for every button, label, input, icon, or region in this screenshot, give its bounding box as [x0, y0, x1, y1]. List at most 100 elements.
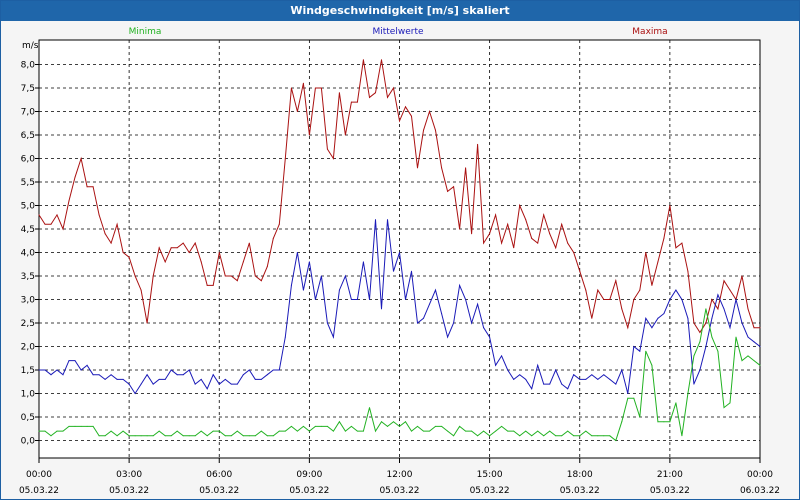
- data-point-mean: [681, 299, 683, 300]
- data-point-min: [218, 430, 220, 432]
- data-point-mean: [507, 369, 509, 371]
- data-point-mean: [753, 341, 755, 343]
- data-point-mean: [254, 378, 256, 380]
- data-point-min: [122, 430, 124, 432]
- data-point-max: [242, 261, 244, 263]
- data-point-min: [555, 435, 557, 437]
- data-point-mean: [465, 299, 467, 300]
- data-point-max: [296, 111, 298, 112]
- data-point-mean: [543, 383, 545, 385]
- data-point-max: [338, 92, 340, 94]
- x-tick-time: 18:00: [567, 470, 593, 480]
- data-point-min: [86, 425, 88, 427]
- data-point-min: [507, 430, 509, 432]
- data-point-min: [609, 435, 611, 437]
- data-point-max: [495, 214, 497, 216]
- data-point-mean: [56, 369, 58, 371]
- data-point-min: [435, 425, 436, 427]
- y-tick-label: 0,5: [21, 413, 35, 423]
- data-point-mean: [314, 299, 316, 300]
- data-point-min: [158, 430, 160, 432]
- data-point-max: [699, 331, 701, 333]
- data-point-mean: [128, 383, 130, 385]
- data-point-max: [369, 96, 370, 98]
- data-point-mean: [140, 383, 142, 385]
- data-point-min: [543, 435, 545, 437]
- data-point-min: [296, 430, 298, 432]
- x-tick-time: 12:00: [387, 470, 413, 480]
- data-point-mean: [459, 284, 461, 286]
- data-point-mean: [152, 383, 154, 385]
- x-tick-date: 05.03.22: [109, 486, 149, 496]
- data-point-max: [759, 327, 761, 329]
- data-point-mean: [272, 369, 274, 371]
- x-tick-time: 21:00: [657, 470, 683, 480]
- data-point-mean: [663, 313, 665, 315]
- data-point-min: [717, 350, 719, 352]
- data-point-min: [705, 308, 707, 310]
- data-point-mean: [302, 289, 304, 291]
- data-point-mean: [561, 383, 563, 385]
- data-point-mean: [591, 374, 593, 376]
- data-point-min: [735, 336, 737, 338]
- data-point-min: [579, 435, 581, 437]
- data-point-max: [140, 289, 142, 291]
- data-point-min: [699, 341, 701, 343]
- data-point-mean: [92, 374, 94, 376]
- data-point-mean: [110, 374, 112, 376]
- data-point-min: [236, 430, 238, 432]
- data-point-min: [266, 435, 268, 437]
- data-point-max: [356, 101, 358, 103]
- data-point-min: [645, 350, 647, 352]
- data-point-min: [381, 421, 382, 423]
- data-point-mean: [248, 369, 250, 371]
- data-point-min: [465, 430, 467, 432]
- data-point-min: [92, 425, 94, 427]
- data-point-mean: [98, 374, 100, 376]
- data-point-max: [56, 214, 58, 216]
- data-point-mean: [80, 369, 82, 371]
- data-point-min: [657, 421, 659, 423]
- data-point-min: [56, 430, 58, 432]
- data-point-max: [711, 299, 713, 300]
- data-point-max: [429, 111, 430, 112]
- data-point-mean: [104, 378, 106, 380]
- x-tick-date: 05.03.22: [289, 486, 329, 496]
- data-point-mean: [284, 336, 286, 338]
- data-point-min: [447, 430, 449, 432]
- data-point-mean: [218, 383, 220, 385]
- y-tick-label: 0,0: [21, 437, 36, 447]
- data-point-mean: [224, 378, 226, 380]
- data-point-mean: [242, 374, 244, 376]
- data-point-max: [441, 167, 443, 169]
- data-point-min: [356, 430, 358, 432]
- data-point-max: [537, 242, 539, 244]
- data-point-mean: [369, 299, 370, 300]
- data-point-mean: [62, 374, 64, 376]
- data-point-max: [44, 223, 46, 225]
- data-point-min: [423, 430, 424, 432]
- data-point-max: [687, 270, 689, 272]
- data-point-mean: [621, 369, 623, 371]
- data-point-max: [194, 242, 196, 244]
- data-point-mean: [278, 369, 280, 371]
- data-point-min: [723, 407, 725, 409]
- data-point-max: [350, 101, 352, 103]
- data-point-mean: [116, 378, 118, 380]
- data-point-mean: [182, 374, 184, 376]
- data-point-min: [230, 435, 232, 437]
- data-point-min: [350, 425, 352, 427]
- data-point-max: [170, 247, 172, 249]
- data-point-max: [332, 158, 334, 159]
- data-point-mean: [200, 378, 202, 380]
- data-point-max: [248, 242, 250, 244]
- data-point-max: [98, 214, 100, 216]
- data-point-min: [302, 425, 304, 427]
- data-point-min: [459, 425, 461, 427]
- data-point-max: [453, 186, 455, 188]
- data-point-min: [513, 430, 515, 432]
- y-tick-label: 7,5: [21, 84, 35, 94]
- data-point-min: [567, 430, 569, 432]
- data-point-min: [170, 435, 172, 437]
- data-point-mean: [68, 360, 70, 362]
